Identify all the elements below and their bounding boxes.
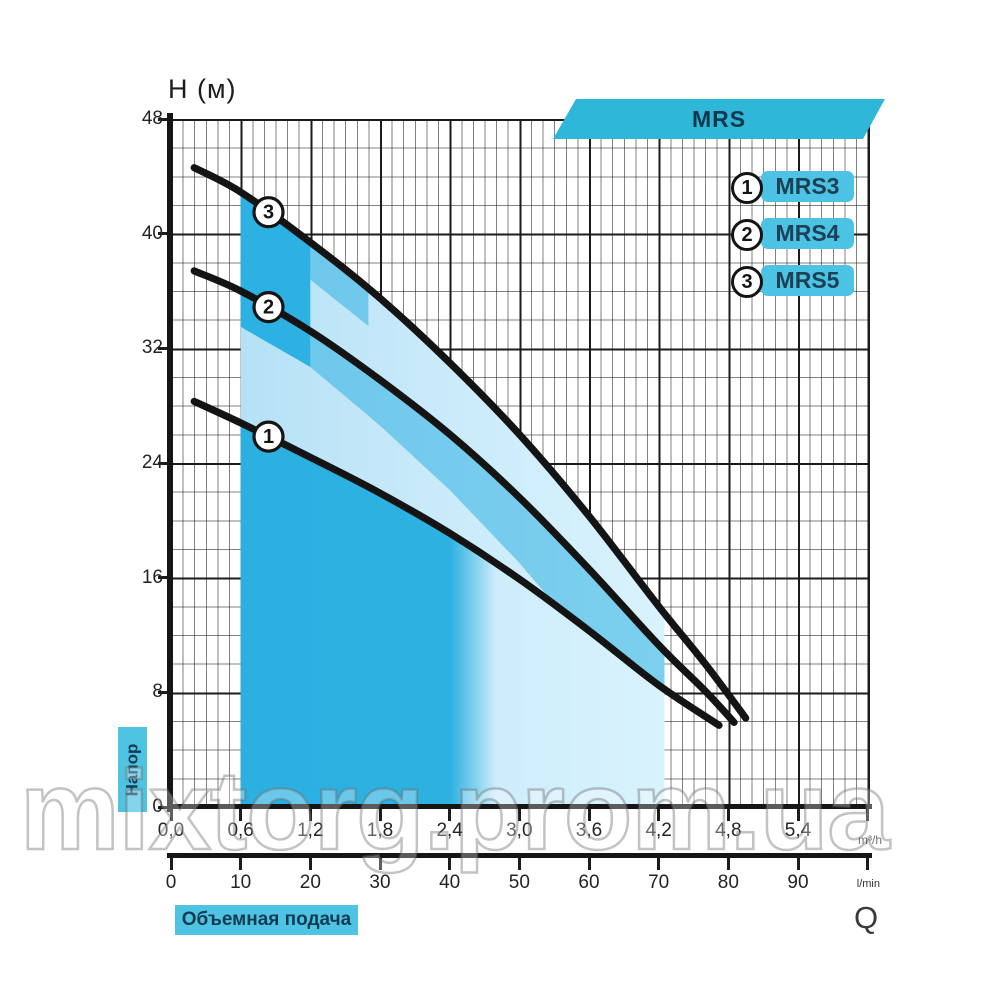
- m3h-tick-mark: [169, 809, 173, 821]
- m3h-tick-mark: [517, 809, 521, 821]
- lmin-tick-mark: [866, 858, 869, 870]
- m3h-tick-mark: [657, 809, 661, 821]
- y-tick-mark: [158, 346, 167, 350]
- lmin-tick-mark: [726, 858, 730, 870]
- m3h-tick-label: 3,6: [575, 820, 603, 841]
- lmin-tick-label: 0: [165, 872, 177, 893]
- lmin-tick-label: 90: [787, 872, 809, 893]
- flow-axis-label: Объемная подача: [181, 909, 352, 930]
- lmin-tick-mark: [239, 858, 243, 870]
- fill-band-under-curve3: [310, 242, 369, 327]
- y-tick-mark: [158, 690, 167, 694]
- banner-title: MRS: [691, 105, 747, 132]
- curve-marker-circle-1: [252, 420, 285, 453]
- legend-pill-mrs3: MRS3: [761, 171, 854, 202]
- curve-mrs4: [190, 267, 738, 726]
- legend-num-2: 2: [741, 223, 753, 246]
- y-tick-mark: [158, 117, 167, 121]
- curve-mrs5: [190, 164, 750, 722]
- lmin-tick-mark: [517, 858, 521, 870]
- m3h-tick-mark: [308, 809, 312, 821]
- lmin-tick-label: 80: [717, 872, 739, 893]
- m3h-tick-label: 0,0: [157, 820, 185, 841]
- curve-marker-num-1: 1: [263, 426, 274, 448]
- m3h-tick-mark: [587, 809, 591, 821]
- legend-label-mrs5: MRS5: [775, 267, 840, 293]
- y-tick-label: 24: [141, 452, 163, 473]
- y-tick-label: 40: [141, 222, 163, 244]
- y-tick-mark: [158, 576, 167, 580]
- y-tick-mark: [158, 232, 167, 236]
- curve-marker-num-2: 2: [263, 297, 274, 319]
- m3h-tick-label: 1,8: [366, 820, 394, 841]
- legend-label-mrs3: MRS3: [775, 173, 840, 199]
- m3h-tick-label: 3,0: [506, 820, 533, 841]
- chart-curves-svg: 1 2 3: [190, 164, 750, 807]
- lmin-tick-label: 70: [648, 872, 670, 893]
- head-axis-label: Напор: [122, 743, 142, 796]
- x-axis-line: [167, 804, 872, 809]
- h-axis-title: H (м): [168, 74, 237, 104]
- lmin-axis-line: [167, 853, 872, 858]
- legend-circle-2: 2: [731, 219, 763, 251]
- fill-strip-lower: [240, 422, 497, 807]
- lmin-tick-mark: [587, 858, 591, 870]
- y-tick-mark: [158, 805, 167, 809]
- m3h-unit-label: m³/h: [858, 833, 882, 847]
- y-tick-label: 0: [152, 796, 163, 817]
- lmin-tick-mark: [796, 858, 800, 870]
- lmin-unit-label: l/min: [856, 878, 880, 890]
- y-axis-line: [167, 113, 173, 812]
- head-axis-box: Напор: [118, 727, 147, 812]
- m3h-tick-mark: [866, 809, 869, 821]
- legend-circle-1: 1: [731, 172, 763, 204]
- lmin-tick-mark: [448, 858, 452, 870]
- lmin-tick-label: 50: [508, 872, 530, 893]
- legend-label-mrs4: MRS4: [775, 220, 840, 246]
- legend-pill-mrs4: MRS4: [761, 218, 854, 249]
- flow-axis-box: Объемная подача: [175, 905, 358, 935]
- m3h-tick-mark: [378, 809, 382, 821]
- lmin-tick-label: 30: [369, 872, 391, 893]
- m3h-tick-mark: [448, 809, 452, 821]
- curve-marker-circle-2: [252, 291, 285, 324]
- m3h-tick-mark: [239, 809, 243, 821]
- y-tick-label: 8: [152, 681, 163, 703]
- m3h-tick-mark: [796, 809, 800, 821]
- q-axis-title: Q: [853, 900, 879, 935]
- series-banner: MRS: [553, 99, 885, 139]
- m3h-tick-label: 2,4: [436, 820, 463, 841]
- curve-marker-circle-3: [252, 196, 285, 229]
- legend-circle-3: 3: [731, 266, 763, 298]
- y-tick-label: 48: [141, 108, 163, 129]
- legend-num-3: 3: [741, 270, 753, 293]
- legend-num-1: 1: [741, 176, 753, 199]
- lmin-tick-mark: [169, 858, 173, 870]
- m3h-tick-label: 1,2: [297, 820, 324, 841]
- m3h-tick-mark: [726, 809, 730, 821]
- m3h-tick-label: 5,4: [784, 820, 812, 841]
- m3h-tick-label: 4,2: [645, 820, 672, 841]
- lmin-tick-label: 10: [230, 872, 252, 893]
- m3h-tick-label: 0,6: [227, 820, 254, 841]
- lmin-tick-mark: [657, 858, 661, 870]
- lmin-tick-label: 20: [299, 872, 321, 893]
- legend-pill-mrs5: MRS5: [761, 265, 854, 296]
- y-tick-label: 16: [141, 566, 163, 588]
- m3h-tick-label: 4,8: [715, 820, 742, 841]
- curve-marker-num-3: 3: [263, 202, 274, 224]
- lmin-tick-label: 40: [439, 872, 461, 893]
- lmin-tick-label: 60: [578, 872, 600, 893]
- fill-band-under-curve2: [310, 331, 665, 689]
- y-tick-mark: [158, 461, 167, 465]
- lmin-tick-mark: [378, 858, 382, 870]
- lmin-tick-mark: [308, 858, 312, 870]
- y-tick-label: 32: [141, 337, 163, 359]
